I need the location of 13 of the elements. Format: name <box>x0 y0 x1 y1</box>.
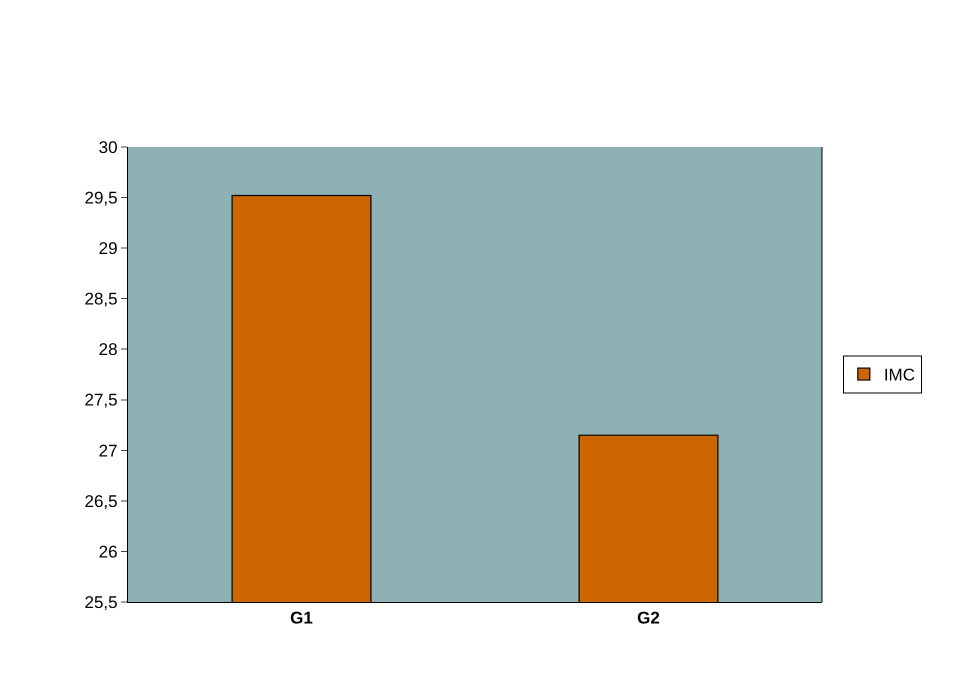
y-tick-label: 29 <box>98 239 118 258</box>
y-tick-label: 26,5 <box>84 492 118 511</box>
y-tick-label: 25,5 <box>84 592 118 612</box>
y-tick-label: 26 <box>98 542 118 562</box>
x-tick-label: G1 <box>290 608 313 628</box>
legend-label: IMC <box>884 366 915 385</box>
y-tick-label: 28 <box>98 340 118 360</box>
y-tick-label: 27,5 <box>84 390 118 410</box>
y-tick-label: 30 <box>98 138 118 157</box>
y-tick-label: 27 <box>98 441 118 460</box>
x-tick-label: G2 <box>637 608 660 628</box>
y-tick-label: 28,5 <box>84 290 118 309</box>
y-tick-label: 29,5 <box>84 188 118 208</box>
